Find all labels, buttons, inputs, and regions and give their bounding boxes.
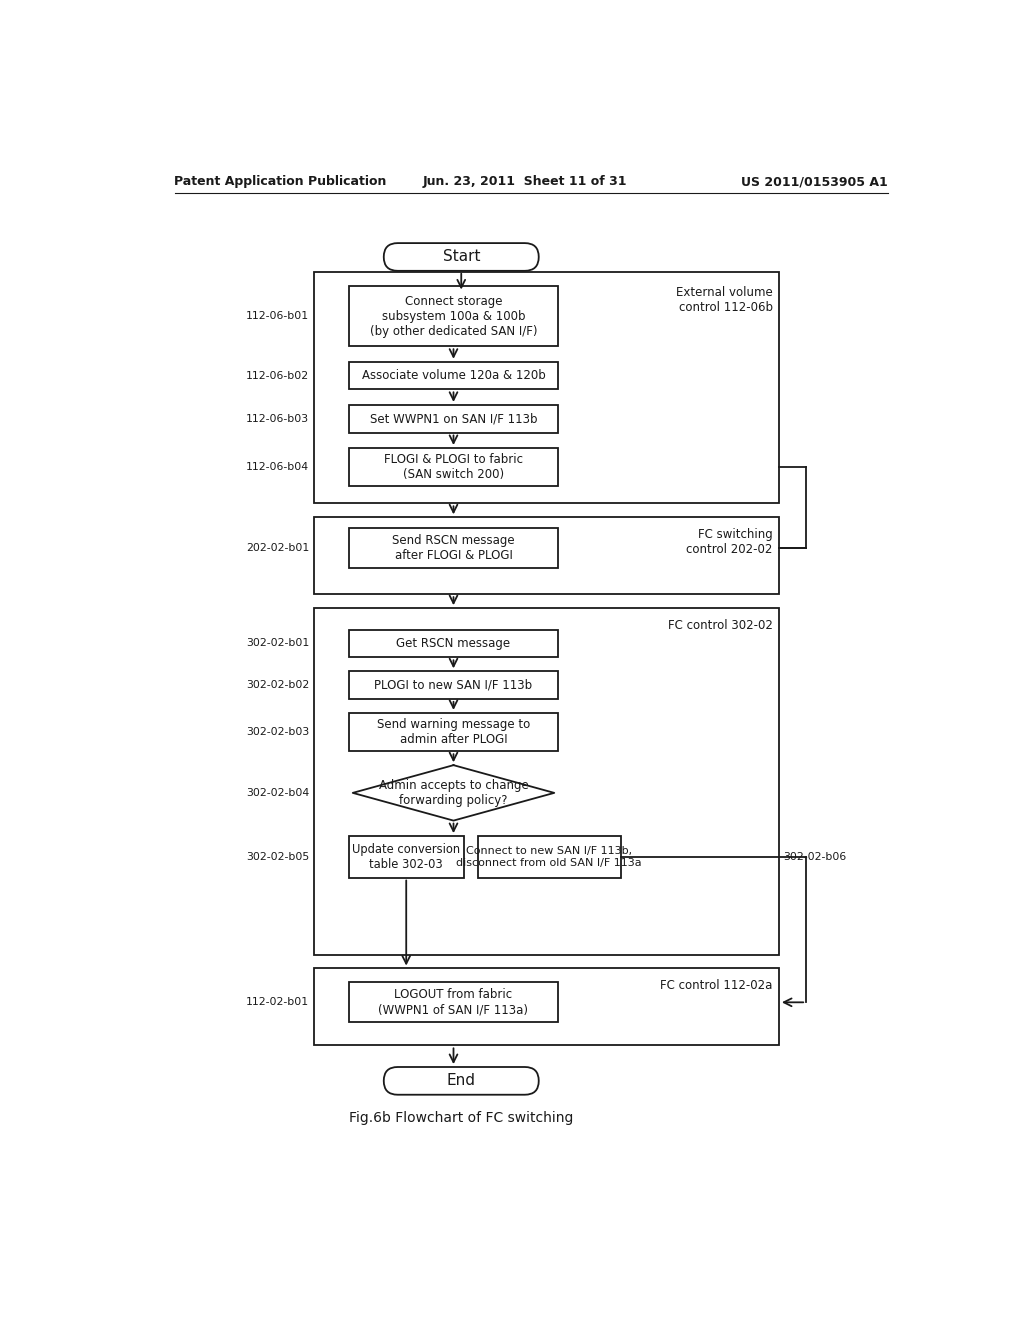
Text: 302-02-b05: 302-02-b05: [246, 851, 309, 862]
Text: Set WWPN1 on SAN I/F 113b: Set WWPN1 on SAN I/F 113b: [370, 412, 538, 425]
Text: FC switching
control 202-02: FC switching control 202-02: [686, 528, 773, 556]
Text: 302-02-b06: 302-02-b06: [783, 851, 847, 862]
Text: Get RSCN message: Get RSCN message: [396, 638, 511, 649]
FancyBboxPatch shape: [349, 528, 558, 568]
Text: 202-02-b01: 202-02-b01: [246, 543, 309, 553]
FancyBboxPatch shape: [477, 836, 621, 878]
Text: 302-02-b01: 302-02-b01: [246, 639, 309, 648]
Text: 302-02-b04: 302-02-b04: [246, 788, 309, 797]
FancyBboxPatch shape: [349, 447, 558, 487]
Text: Patent Application Publication: Patent Application Publication: [174, 176, 387, 187]
Text: Jun. 23, 2011  Sheet 11 of 31: Jun. 23, 2011 Sheet 11 of 31: [423, 176, 627, 187]
FancyBboxPatch shape: [314, 969, 779, 1045]
Text: 112-06-b01: 112-06-b01: [246, 312, 309, 321]
Text: Send RSCN message
after FLOGI & PLOGI: Send RSCN message after FLOGI & PLOGI: [392, 535, 515, 562]
FancyBboxPatch shape: [349, 836, 464, 878]
Text: 302-02-b02: 302-02-b02: [246, 680, 309, 690]
Text: Admin accepts to change
forwarding policy?: Admin accepts to change forwarding polic…: [379, 779, 528, 807]
Polygon shape: [352, 766, 554, 821]
Text: 112-02-b01: 112-02-b01: [246, 998, 309, 1007]
FancyBboxPatch shape: [349, 286, 558, 346]
FancyBboxPatch shape: [349, 982, 558, 1022]
FancyBboxPatch shape: [384, 243, 539, 271]
FancyBboxPatch shape: [349, 405, 558, 433]
FancyBboxPatch shape: [349, 713, 558, 751]
Text: 302-02-b03: 302-02-b03: [246, 727, 309, 737]
Text: FC control 112-02a: FC control 112-02a: [660, 979, 773, 993]
Text: FC control 302-02: FC control 302-02: [668, 619, 773, 632]
Text: Send warning message to
admin after PLOGI: Send warning message to admin after PLOG…: [377, 718, 530, 746]
Text: Connect to new SAN I/F 113b,
disconnect from old SAN I/F 113a: Connect to new SAN I/F 113b, disconnect …: [456, 846, 642, 867]
Text: US 2011/0153905 A1: US 2011/0153905 A1: [740, 176, 888, 187]
Text: External volume
control 112-06b: External volume control 112-06b: [676, 286, 773, 314]
Text: Fig.6b Flowchart of FC switching: Fig.6b Flowchart of FC switching: [349, 1111, 573, 1125]
FancyBboxPatch shape: [384, 1067, 539, 1094]
FancyBboxPatch shape: [314, 272, 779, 503]
FancyBboxPatch shape: [349, 671, 558, 700]
Text: LOGOUT from fabric
(WWPN1 of SAN I/F 113a): LOGOUT from fabric (WWPN1 of SAN I/F 113…: [379, 989, 528, 1016]
Text: PLOGI to new SAN I/F 113b: PLOGI to new SAN I/F 113b: [375, 678, 532, 692]
FancyBboxPatch shape: [349, 630, 558, 657]
Text: Associate volume 120a & 120b: Associate volume 120a & 120b: [361, 370, 546, 381]
Text: 112-06-b03: 112-06-b03: [246, 413, 309, 424]
FancyBboxPatch shape: [349, 362, 558, 389]
Text: Start: Start: [442, 249, 480, 264]
Text: Connect storage
subsystem 100a & 100b
(by other dedicated SAN I/F): Connect storage subsystem 100a & 100b (b…: [370, 294, 538, 338]
Text: Update conversion
table 302-03: Update conversion table 302-03: [352, 842, 460, 871]
FancyBboxPatch shape: [314, 517, 779, 594]
Text: 112-06-b04: 112-06-b04: [246, 462, 309, 473]
Text: FLOGI & PLOGI to fabric
(SAN switch 200): FLOGI & PLOGI to fabric (SAN switch 200): [384, 453, 523, 482]
Text: End: End: [446, 1073, 476, 1089]
FancyBboxPatch shape: [314, 609, 779, 954]
Text: 112-06-b02: 112-06-b02: [246, 371, 309, 380]
